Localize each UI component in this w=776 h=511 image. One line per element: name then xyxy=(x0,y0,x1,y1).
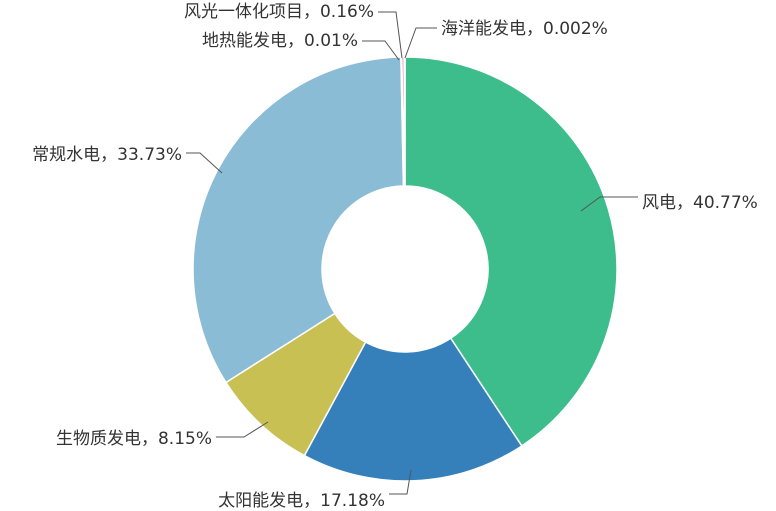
leader-line-3 xyxy=(216,421,269,438)
leader-line-7 xyxy=(404,27,437,59)
slice-2 xyxy=(303,337,523,482)
leader-line-4 xyxy=(186,152,223,174)
slice-4 xyxy=(192,56,405,384)
slice-label-5: 地热能发电，0.01% xyxy=(202,31,358,51)
slice-7 xyxy=(403,56,406,187)
slice-label-3: 生物质发电，8.15% xyxy=(56,429,212,449)
slice-label-1: 风电，40.77% xyxy=(642,193,758,213)
slice-label-4: 常规水电，33.73% xyxy=(32,145,182,165)
leader-line-2 xyxy=(389,469,412,495)
slice-label-2: 太阳能发电，17.18% xyxy=(218,491,385,511)
leader-line-1 xyxy=(580,196,638,212)
slice-label-6: 风光一体化项目，0.16% xyxy=(184,2,374,22)
leader-line-5 xyxy=(362,40,400,61)
donut-slices xyxy=(192,56,618,482)
leader-line-6 xyxy=(378,11,403,59)
slice-labels: 风电，40.77% 太阳能发电，17.18% 生物质发电，8.15% 常规水电，33.… xyxy=(32,2,758,511)
slice-label-7: 海洋能发电，0.002% xyxy=(441,19,608,39)
leader-lines xyxy=(186,11,638,495)
